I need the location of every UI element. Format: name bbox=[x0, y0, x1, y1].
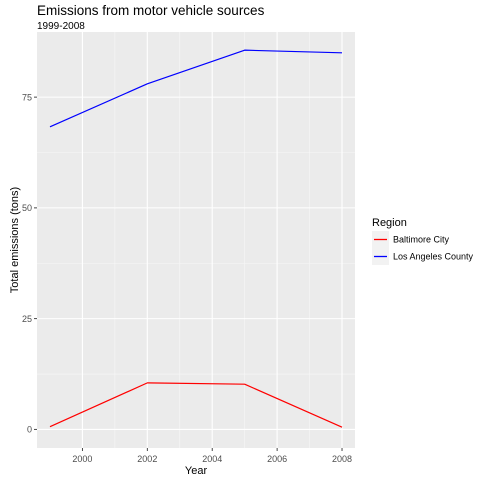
series-line-baltimore-city bbox=[49, 382, 343, 428]
major-gridlines bbox=[37, 32, 355, 448]
legend: Baltimore City Los Angeles County bbox=[372, 231, 474, 265]
x-tick-label: 2008 bbox=[332, 454, 352, 464]
x-tick-label: 2002 bbox=[137, 454, 157, 464]
series-line-los-angeles-county bbox=[49, 49, 343, 128]
legend-title: Region bbox=[372, 217, 407, 229]
chart-subtitle: 1999-2008 bbox=[37, 21, 85, 32]
y-axis-title: Total emissions (tons) bbox=[9, 187, 21, 293]
minor-gridlines bbox=[37, 32, 355, 448]
series-layer bbox=[49, 49, 343, 428]
x-tick-label: 2006 bbox=[267, 454, 287, 464]
legend-label-los-angeles-county: Los Angeles County bbox=[393, 252, 474, 262]
chart-title: Emissions from motor vehicle sources bbox=[37, 3, 265, 18]
x-tick-label: 2004 bbox=[202, 454, 222, 464]
plot-panel bbox=[37, 32, 355, 448]
legend-label-baltimore-city: Baltimore City bbox=[393, 235, 450, 245]
y-tick-label: 25 bbox=[22, 314, 32, 324]
x-axis-title: Year bbox=[185, 465, 208, 477]
y-tick-label: 75 bbox=[22, 92, 32, 102]
y-tick-label: 0 bbox=[27, 425, 32, 435]
axes-layer: 2000 2002 2004 2006 2008 0 25 50 75 bbox=[22, 92, 352, 464]
x-tick-label: 2000 bbox=[72, 454, 92, 464]
y-tick-label: 50 bbox=[22, 203, 32, 213]
